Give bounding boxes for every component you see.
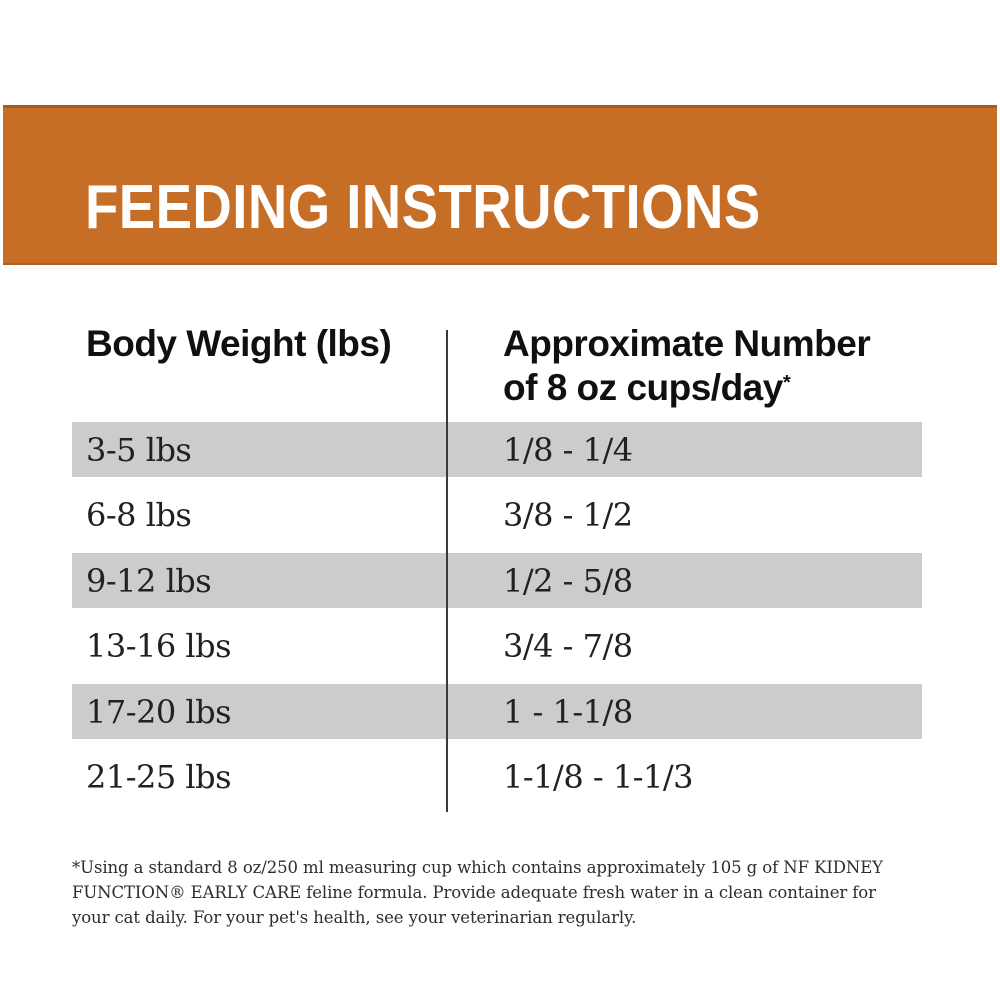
table-row: 21-25 lbs 1-1/8 - 1-1/3 (72, 739, 922, 815)
header-cups-line2: of 8 oz cups/day (503, 367, 783, 408)
body-weight-cell: 9-12 lbs (86, 561, 212, 600)
body-weight-cell: 3-5 lbs (86, 430, 192, 469)
table-row: 3-5 lbs 1/8 - 1/4 (72, 422, 922, 477)
page-title: FEEDING INSTRUCTIONS (85, 173, 761, 242)
table-row: 13-16 lbs 3/4 - 7/8 (72, 608, 922, 684)
column-divider-line (446, 330, 448, 812)
body-weight-cell: 17-20 lbs (86, 692, 232, 731)
body-weight-cell: 6-8 lbs (86, 496, 192, 534)
table-row: 9-12 lbs 1/2 - 5/8 (72, 553, 922, 608)
cups-cell: 1-1/8 - 1-1/3 (503, 758, 694, 796)
feeding-table: Body Weight (lbs) Approximate Number of … (72, 322, 922, 815)
table-row: 6-8 lbs 3/8 - 1/2 (72, 477, 922, 553)
cups-cell: 1 - 1-1/8 (503, 692, 633, 731)
cups-cell: 1/2 - 5/8 (503, 561, 633, 600)
table-row: 17-20 lbs 1 - 1-1/8 (72, 684, 922, 739)
table-body: 3-5 lbs 1/8 - 1/4 6-8 lbs 3/8 - 1/2 9-12… (72, 422, 922, 815)
header-cups-line1: Approximate Number (503, 323, 871, 364)
header-cups: Approximate Number of 8 oz cups/day* (447, 322, 922, 422)
footnote-marker: * (782, 371, 791, 394)
body-weight-cell: 21-25 lbs (86, 758, 232, 796)
cups-cell: 3/8 - 1/2 (503, 496, 633, 534)
cups-cell: 3/4 - 7/8 (503, 627, 633, 665)
title-banner: FEEDING INSTRUCTIONS (3, 105, 997, 265)
header-body-weight: Body Weight (lbs) (86, 323, 392, 364)
footnote-text: *Using a standard 8 oz/250 ml measuring … (72, 857, 883, 927)
cups-cell: 1/8 - 1/4 (503, 430, 633, 469)
body-weight-cell: 13-16 lbs (86, 627, 232, 665)
table-header-row: Body Weight (lbs) Approximate Number of … (72, 322, 922, 422)
